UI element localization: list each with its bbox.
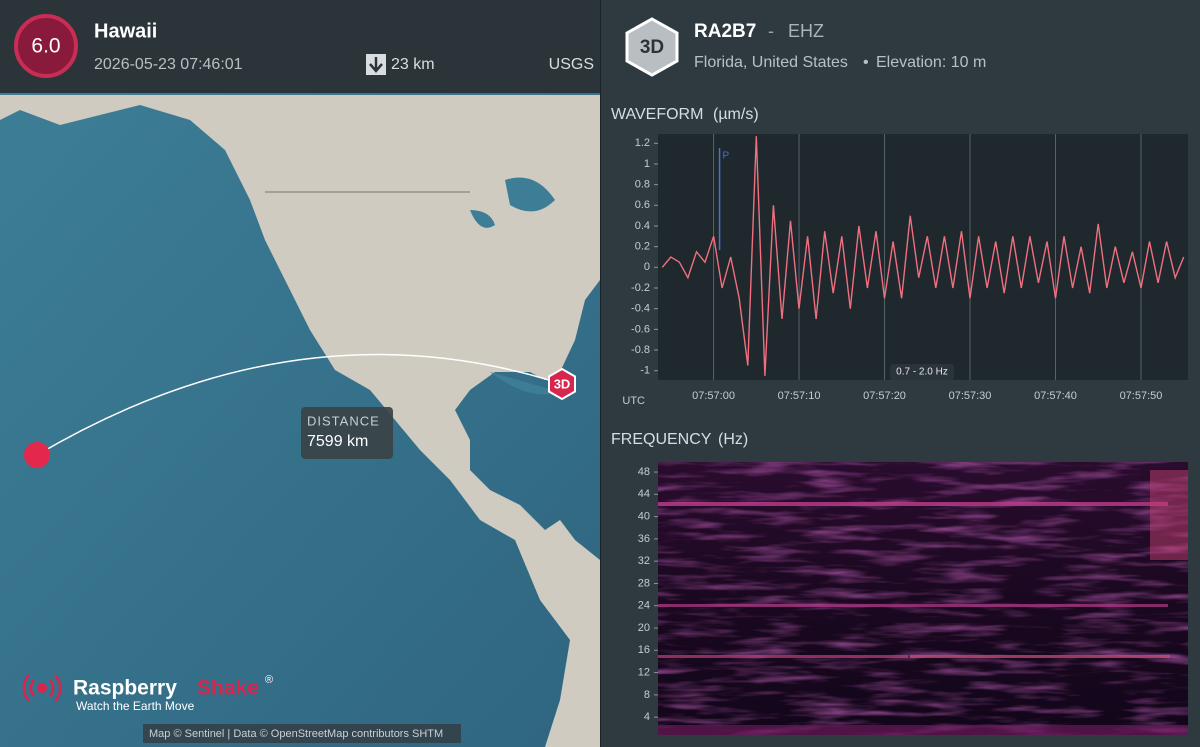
map: 3D DISTANCE 7599 km Raspberry Shake ® Wa… — [0, 93, 600, 747]
y-tick-label: -0.2 — [631, 282, 650, 294]
elevation: Elevation: 10 m — [876, 54, 986, 71]
y-tick-label: -0.8 — [631, 344, 650, 356]
attribution-box — [143, 724, 461, 743]
station-marker-label: 3D — [554, 376, 571, 391]
land — [0, 95, 600, 747]
x-tick-label: 07:57:30 — [949, 390, 992, 402]
brand-reg: ® — [265, 674, 273, 686]
station-marker — [548, 367, 576, 401]
source: USGS — [549, 56, 594, 73]
y-tick-label: 48 — [638, 466, 650, 478]
brand-name-2: Shake — [197, 677, 259, 700]
y-tick-label: 0.4 — [635, 220, 650, 232]
y-tick-label: 8 — [644, 689, 650, 701]
spectrogram-title: FREQUENCY — [611, 431, 712, 448]
station-badge — [625, 17, 679, 77]
station-badge-label: 3D — [640, 37, 664, 58]
y-tick-label: 28 — [638, 577, 650, 589]
spectrogram — [658, 462, 1188, 735]
logo — [22, 674, 62, 702]
y-tick-label: 0 — [644, 261, 650, 273]
x-tick-label: 07:57:00 — [692, 390, 735, 402]
y-tick-label: 24 — [638, 600, 650, 612]
depth: 23 km — [391, 56, 435, 73]
y-tick-label: 44 — [638, 488, 650, 500]
distance: 7599 km — [307, 433, 368, 450]
y-tick-label: 1.2 — [635, 137, 650, 149]
depth-arrow — [369, 57, 383, 73]
magnitude: 6.0 — [31, 35, 60, 58]
spectrogram-unit: (Hz) — [718, 431, 748, 448]
station-code: RA2B7 — [694, 21, 756, 42]
magnitude-badge — [14, 14, 78, 78]
y-tick-label: -0.6 — [631, 323, 650, 335]
distance-label: DISTANCE — [307, 413, 380, 428]
filter-badge — [890, 364, 954, 380]
separator: - — [768, 21, 774, 41]
y-tick-label: 0.2 — [635, 241, 650, 253]
waveform-unit: (µm/s) — [713, 106, 759, 123]
y-tick-label: 20 — [638, 622, 650, 634]
x-axis-label: UTC — [622, 395, 645, 407]
tagline: Watch the Earth Move — [76, 699, 195, 713]
y-tick-label: 16 — [638, 644, 650, 656]
y-tick-label: 1 — [644, 158, 650, 170]
y-tick-label: 0.8 — [635, 179, 650, 191]
distance-box — [301, 407, 393, 459]
waveform-title: WAVEFORM — [611, 106, 703, 123]
datetime: 2026-05-23 07:46:01 — [94, 56, 243, 73]
y-tick-label: -0.4 — [631, 303, 650, 315]
waveform-line — [661, 136, 1185, 376]
x-tick-label: 07:57:40 — [1034, 390, 1077, 402]
y-tick-label: 40 — [638, 511, 650, 523]
event-header — [0, 0, 600, 93]
y-tick-label: -1 — [640, 365, 650, 377]
y-tick-label: 12 — [638, 667, 650, 679]
channel: EHZ — [788, 21, 824, 41]
path-arc — [36, 353, 563, 456]
y-tick-label: 36 — [638, 533, 650, 545]
x-tick-label: 07:57:20 — [863, 390, 906, 402]
x-tick-label: 07:57:10 — [778, 390, 821, 402]
pick-label: P — [723, 151, 730, 162]
attribution: Map © Sentinel | Data © OpenStreetMap co… — [149, 728, 443, 740]
y-tick-label: 32 — [638, 555, 650, 567]
epicenter — [24, 442, 50, 468]
gulf — [490, 372, 560, 395]
location: Florida, United States — [694, 54, 848, 71]
brand-name: Raspberry — [73, 677, 177, 700]
x-tick-label: 07:57:50 — [1120, 390, 1163, 402]
region: Hawaii — [94, 20, 157, 42]
filter-label: 0.7 - 2.0 Hz — [896, 367, 948, 378]
bullet: • — [863, 54, 869, 71]
y-tick-label: 4 — [644, 711, 650, 723]
y-tick-label: 0.6 — [635, 199, 650, 211]
lakes — [470, 177, 555, 228]
